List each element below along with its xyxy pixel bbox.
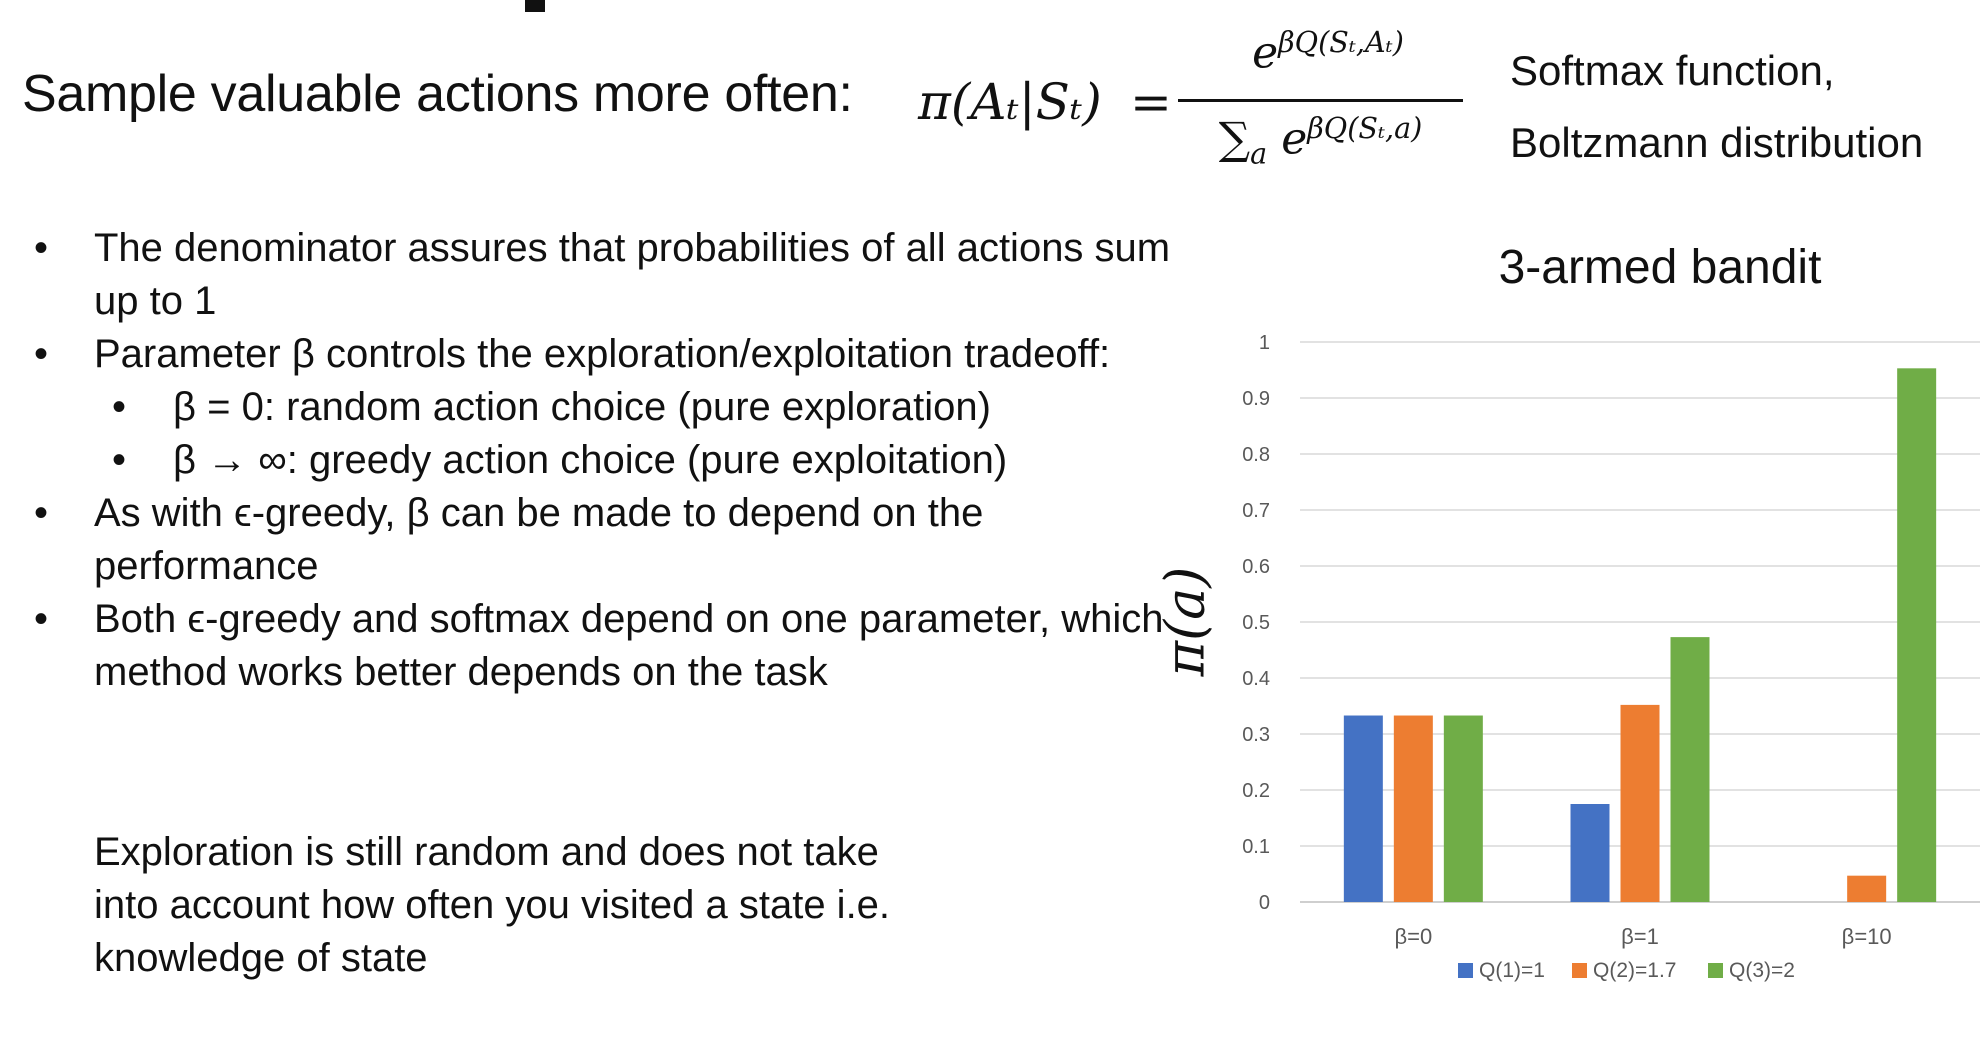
numerator-exponent: βQ(Sₜ,Aₜ) (1278, 25, 1404, 59)
bar-chart: 0 0.1 0.2 0.3 0.4 0.5 0.6 0.7 0.8 0.9 1 β=0 β=1 β=10 Q… (1242, 332, 1980, 982)
bullet-item: The denominator assures that probabiliti… (28, 222, 1178, 328)
denominator-sum-index: a (1250, 136, 1268, 171)
legend-swatch (1572, 963, 1587, 978)
formula-caption-line: Softmax function, (1510, 47, 1835, 94)
bar (1443, 715, 1483, 902)
bar (1570, 804, 1610, 902)
intro-text: Sample valuable actions more often: (22, 65, 853, 123)
y-tick-label: 0.2 (1242, 780, 1270, 802)
bar (1847, 875, 1887, 902)
bullet-item: As with ϵ-greedy, β can be made to depen… (28, 487, 1178, 593)
title-fragment (525, 0, 545, 12)
numerator-e: e (1252, 27, 1279, 79)
y-tick-label: 0.7 (1242, 500, 1270, 522)
y-tick-label: 0.6 (1242, 556, 1270, 578)
sub-bullet-item: β = 0: random action choice (pure explor… (28, 381, 1178, 434)
legend-label: Q(2)=1.7 (1593, 959, 1676, 982)
legend-label: Q(1)=1 (1479, 959, 1545, 982)
y-tick-label: 0.9 (1242, 388, 1270, 410)
note-text: Exploration is still random and does not… (94, 830, 891, 980)
chart-title: 3-armed bandit (1498, 241, 1822, 294)
x-tick-label: β=0 (1394, 924, 1432, 949)
x-tick-label: β=10 (1842, 924, 1892, 949)
bullet-item: Both ϵ-greedy and softmax depend on one … (28, 593, 1178, 699)
bullet-item: Parameter β controls the exploration/exp… (28, 328, 1178, 381)
x-tick-label: β=1 (1621, 924, 1659, 949)
denominator-exponent: βQ(Sₜ,a) (1307, 111, 1423, 145)
bullet-list: The denominator assures that probabiliti… (28, 222, 1178, 699)
sub-bullet-item: β → ∞: greedy action choice (pure exploi… (28, 434, 1178, 487)
softmax-formula: π(Aₜ|Sₜ) = eβQ(Sₜ,Aₜ) ∑a eβQ(Sₜ,a) (918, 25, 1463, 170)
formula-caption-line: Boltzmann distribution (1510, 119, 1924, 166)
denominator-sum: ∑ (1218, 113, 1251, 165)
denominator-e: e (1281, 113, 1308, 165)
y-tick-label: 0.8 (1242, 444, 1270, 466)
bar (1620, 704, 1660, 902)
y-tick-label: 0.1 (1242, 836, 1270, 858)
fraction-bar (1178, 99, 1463, 102)
bar (1670, 637, 1710, 902)
formula-caption: Softmax function, Boltzmann distribution (1510, 35, 1923, 179)
legend-swatch (1458, 963, 1473, 978)
y-tick-label: 1 (1259, 332, 1270, 354)
formula-denominator: ∑a eβQ(Sₜ,a) (1178, 111, 1463, 170)
y-tick-label: 0.5 (1242, 612, 1270, 634)
y-tick-label: 0.3 (1242, 724, 1270, 746)
bar (1393, 715, 1433, 902)
legend-label: Q(3)=2 (1729, 959, 1795, 982)
formula-lhs: π(Aₜ|Sₜ) (918, 73, 1102, 131)
formula-equals: = (1130, 73, 1172, 131)
bar (1343, 715, 1383, 902)
y-axis-label: π(a) (1153, 566, 1217, 677)
y-tick-label: 0 (1259, 892, 1270, 914)
formula-numerator: eβQ(Sₜ,Aₜ) (1213, 25, 1443, 79)
bar (1897, 368, 1937, 902)
legend-swatch (1708, 963, 1723, 978)
y-tick-label: 0.4 (1242, 668, 1270, 690)
